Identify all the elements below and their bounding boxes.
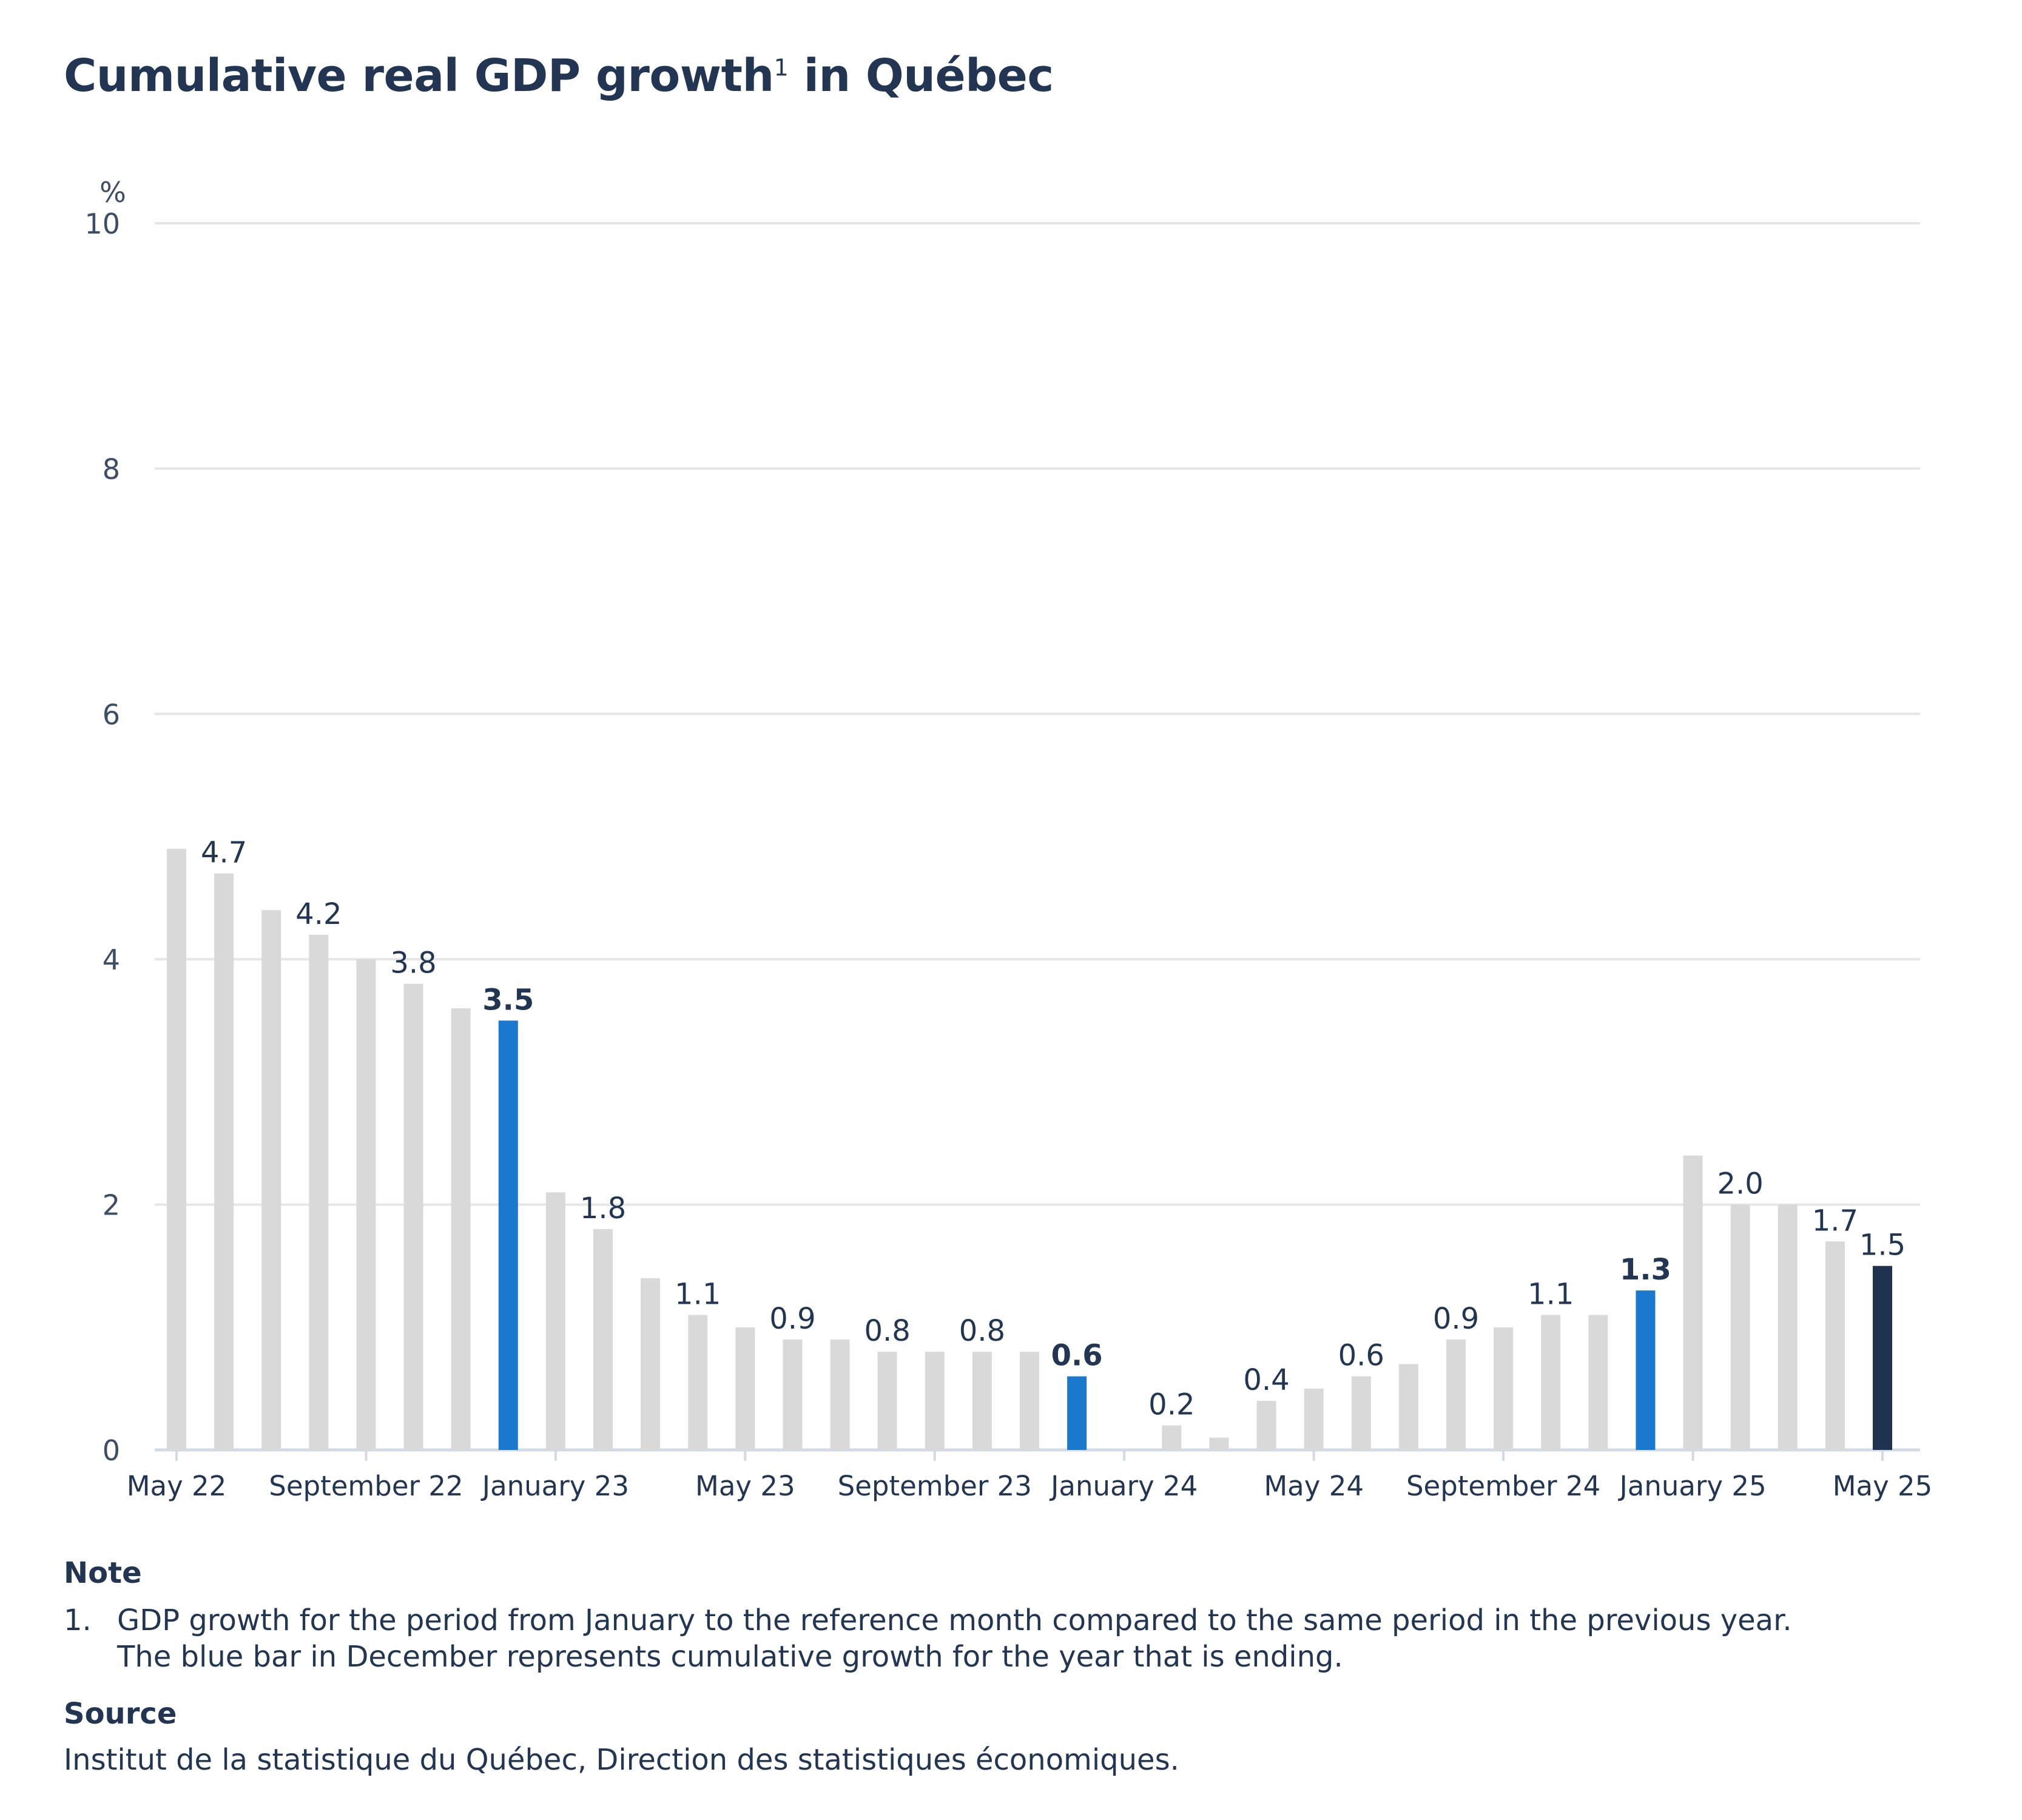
x-tick-label: January 23 xyxy=(480,1470,629,1502)
bar xyxy=(1304,1388,1324,1450)
data-label: 3.8 xyxy=(390,946,436,980)
data-label: 1.1 xyxy=(1528,1278,1574,1312)
x-tick-label: May 23 xyxy=(695,1470,795,1502)
bar xyxy=(1541,1315,1561,1450)
bar xyxy=(1446,1340,1466,1450)
bar xyxy=(403,983,423,1450)
bar xyxy=(735,1327,755,1450)
source-heading: Source xyxy=(64,1697,177,1731)
data-label: 1.5 xyxy=(1859,1228,1906,1262)
bar xyxy=(214,873,234,1450)
y-tick-label: 0 xyxy=(103,1434,120,1467)
bar xyxy=(1494,1327,1514,1450)
data-label: 0.2 xyxy=(1148,1388,1195,1422)
bar xyxy=(498,1020,518,1450)
y-tick-label: 4 xyxy=(103,943,120,976)
data-label: 2.0 xyxy=(1717,1167,1763,1201)
x-tick-label: January 25 xyxy=(1617,1470,1766,1502)
bar xyxy=(1256,1401,1276,1450)
x-tick-label: September 22 xyxy=(269,1470,463,1502)
bar xyxy=(1825,1241,1845,1450)
bar xyxy=(1588,1315,1608,1450)
bar xyxy=(1398,1364,1418,1450)
data-label: 0.4 xyxy=(1243,1363,1289,1397)
bar xyxy=(877,1352,897,1450)
note-heading: Note xyxy=(64,1556,142,1590)
bar xyxy=(1730,1204,1750,1450)
data-label: 4.2 xyxy=(295,897,342,931)
data-label: 1.7 xyxy=(1812,1204,1858,1238)
data-label: 1.3 xyxy=(1620,1253,1671,1287)
title-footnote-marker: 1 xyxy=(773,54,789,81)
bar xyxy=(1873,1266,1892,1450)
title-suffix: in Québec xyxy=(788,50,1054,102)
data-label: 1.8 xyxy=(580,1191,626,1225)
bar xyxy=(1067,1376,1087,1450)
data-label: 0.9 xyxy=(769,1302,815,1336)
data-label: 0.6 xyxy=(1051,1339,1103,1373)
notes-section: Note 1. GDP growth for the period from J… xyxy=(64,1556,1944,1777)
y-axis-label: % xyxy=(99,176,126,209)
bar xyxy=(167,849,186,1450)
bar xyxy=(925,1352,945,1450)
y-tick-label: 6 xyxy=(103,698,120,731)
note-item: 1. GDP growth for the period from Januar… xyxy=(64,1602,1944,1675)
bar xyxy=(261,910,281,1450)
x-tick-label: January 24 xyxy=(1049,1470,1198,1502)
source-text: Institut de la statistique du Québec, Di… xyxy=(64,1743,1179,1777)
x-tick-label: May 25 xyxy=(1833,1470,1933,1502)
bar xyxy=(688,1315,708,1450)
bar xyxy=(641,1278,661,1450)
chart-title: Cumulative real GDP growth1 in Québec xyxy=(64,50,1054,102)
y-tick-label: 8 xyxy=(103,453,120,485)
bar xyxy=(783,1340,803,1450)
data-label: 0.9 xyxy=(1433,1302,1479,1336)
title-text: Cumulative real GDP growth xyxy=(64,50,774,102)
bar xyxy=(1020,1352,1039,1450)
bar-chart: 0 2 4 6 8 10% 4.7 4.2 3.8 3.5 1.8 1.1 0.9 0.8 0.8 0.6 0.… xyxy=(84,176,1933,1502)
bar xyxy=(1351,1376,1371,1450)
note-line: The blue bar in December represents cumu… xyxy=(117,1640,1343,1674)
x-tick-label: September 24 xyxy=(1406,1470,1600,1502)
y-tick-label: 2 xyxy=(103,1189,120,1222)
data-label: 1.1 xyxy=(675,1278,721,1312)
bar xyxy=(1778,1204,1798,1450)
data-label: 0.8 xyxy=(959,1314,1005,1348)
bar xyxy=(593,1229,613,1450)
bar xyxy=(1162,1425,1182,1450)
data-label: 4.7 xyxy=(201,836,247,870)
note-text: GDP growth for the period from January t… xyxy=(117,1602,1792,1675)
data-label: 3.5 xyxy=(482,983,534,1017)
y-tick-label: 10 xyxy=(84,207,120,240)
bar xyxy=(830,1340,850,1450)
bar xyxy=(1636,1290,1656,1450)
data-label: 0.6 xyxy=(1338,1339,1384,1373)
data-label: 0.8 xyxy=(864,1314,910,1348)
bar xyxy=(545,1192,565,1450)
x-tick-label: September 23 xyxy=(838,1470,1032,1502)
bar xyxy=(1209,1437,1229,1450)
bar xyxy=(451,1008,471,1450)
note-line: GDP growth for the period from January t… xyxy=(117,1603,1792,1637)
note-number: 1. xyxy=(64,1603,92,1637)
x-tick-label: May 24 xyxy=(1264,1470,1364,1502)
bar xyxy=(1683,1155,1703,1450)
bar xyxy=(309,934,329,1450)
bar xyxy=(356,959,376,1450)
bar xyxy=(972,1352,992,1450)
x-tick-label: May 22 xyxy=(127,1470,227,1502)
